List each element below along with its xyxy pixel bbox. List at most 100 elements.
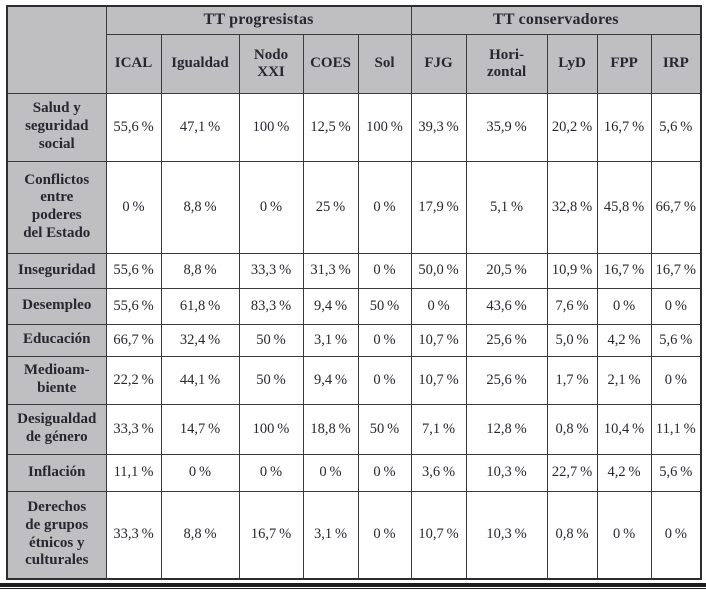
- data-cell: 0 %: [238, 160, 304, 254]
- data-cell: 25,6 %: [465, 323, 548, 357]
- data-cell: 0 %: [357, 323, 412, 357]
- row-label: Derechos de grupos étnicos y culturales: [6, 490, 107, 580]
- data-cell: 3,6 %: [410, 453, 467, 492]
- data-cell: 66,7 %: [650, 160, 702, 254]
- column-header: LyD: [546, 33, 598, 94]
- column-header: Sol: [357, 33, 412, 94]
- table-row: Derechos de grupos étnicos y culturales 3…: [6, 490, 702, 580]
- column-header: IRP: [650, 33, 702, 94]
- data-cell: 10,3 %: [465, 453, 548, 492]
- data-cell: 5,0 %: [546, 323, 598, 357]
- data-cell: 61,8 %: [160, 287, 240, 325]
- data-cell: 20,5 %: [465, 252, 548, 289]
- data-cell: 1,7 %: [546, 355, 598, 405]
- data-cell: 0,8 %: [546, 490, 598, 580]
- data-cell: 5,6 %: [650, 453, 702, 492]
- data-cell: 32,8 %: [546, 160, 598, 254]
- bottom-rule-thin-line: [0, 588, 706, 589]
- data-cell: 0 %: [357, 252, 412, 289]
- column-header: Nodo XXI: [238, 33, 304, 94]
- table-row: Desigualdad de género 33,3 % 14,7 % 100 % 18…: [6, 403, 702, 455]
- data-cell: 7,6 %: [546, 287, 598, 325]
- data-cell: 33,3 %: [105, 490, 162, 580]
- column-header: Hori- zontal: [465, 33, 548, 94]
- data-cell: 39,3 %: [410, 92, 467, 162]
- data-cell: 8,8 %: [160, 252, 240, 289]
- data-cell: 100 %: [238, 92, 304, 162]
- column-header-row: ICAL Igualdad Nodo XXI COES Sol FJG Hori- zont…: [7, 33, 702, 94]
- table-row: Salud y seguridad social 55,6 % 47,1 % 100 …: [6, 92, 702, 162]
- data-cell: 9,4 %: [302, 287, 359, 325]
- data-cell: 20,2 %: [546, 92, 598, 162]
- data-cell: 31,3 %: [302, 252, 359, 289]
- data-cell: 5,6 %: [650, 92, 702, 162]
- data-cell: 18,8 %: [302, 403, 359, 455]
- data-cell: 22,7 %: [546, 453, 598, 492]
- data-cell: 55,6 %: [105, 252, 162, 289]
- data-cell: 10,3 %: [465, 490, 548, 580]
- data-cell: 4,2 %: [596, 323, 652, 357]
- data-cell: 50 %: [357, 403, 412, 455]
- data-cell: 33,3 %: [105, 403, 162, 455]
- data-cell: 50 %: [238, 355, 304, 405]
- data-cell: 0 %: [650, 355, 702, 405]
- table-body: Salud y seguridad social 55,6 % 47,1 % 100 …: [6, 92, 702, 580]
- data-cell: 5,6 %: [650, 323, 702, 357]
- row-label: Medioam- biente: [6, 355, 107, 405]
- data-cell: 66,7 %: [105, 323, 162, 357]
- data-cell: 10,9 %: [546, 252, 598, 289]
- group-header-progresistas: TT progresistas: [105, 5, 412, 35]
- data-cell: 100 %: [238, 403, 304, 455]
- data-cell: 12,8 %: [465, 403, 548, 455]
- data-cell: 0,8 %: [546, 403, 598, 455]
- row-label: Educación: [6, 323, 107, 357]
- row-label: Inflación: [6, 453, 107, 492]
- row-label: Desempleo: [6, 287, 107, 325]
- data-cell: 0 %: [650, 490, 702, 580]
- data-cell: 55,6 %: [105, 287, 162, 325]
- data-cell: 0 %: [596, 287, 652, 325]
- data-cell: 43,6 %: [465, 287, 548, 325]
- data-cell: 0 %: [302, 453, 359, 492]
- data-cell: 4,2 %: [596, 453, 652, 492]
- data-cell: 83,3 %: [238, 287, 304, 325]
- data-cell: 47,1 %: [160, 92, 240, 162]
- table-row: Inflación 11,1 % 0 % 0 % 0 % 0 % 3,6 % 10,3 % 22…: [6, 453, 702, 492]
- data-cell: 100 %: [357, 92, 412, 162]
- data-cell: 22,2 %: [105, 355, 162, 405]
- bottom-rule-thick-line: [0, 583, 706, 587]
- data-cell: 25 %: [302, 160, 359, 254]
- data-cell: 35,9 %: [465, 92, 548, 162]
- data-cell: 0 %: [357, 453, 412, 492]
- corner-cell: [6, 5, 107, 94]
- column-header: FJG: [410, 33, 467, 94]
- data-cell: 3,1 %: [302, 323, 359, 357]
- row-label: Conflictos entre poderes del Estado: [6, 160, 107, 254]
- row-label: Salud y seguridad social: [6, 92, 107, 162]
- data-cell: 16,7 %: [596, 252, 652, 289]
- data-cell: 0 %: [357, 160, 412, 254]
- column-header: COES: [302, 33, 359, 94]
- data-cell: 12,5 %: [302, 92, 359, 162]
- column-header: FPP: [596, 33, 652, 94]
- data-cell: 10,4 %: [596, 403, 652, 455]
- data-cell: 0 %: [410, 287, 467, 325]
- data-cell: 10,7 %: [410, 490, 467, 580]
- data-cell: 50,0 %: [410, 252, 467, 289]
- data-cell: 16,7 %: [238, 490, 304, 580]
- column-header: Igualdad: [160, 33, 240, 94]
- data-cell: 16,7 %: [596, 92, 652, 162]
- data-cell: 0 %: [357, 355, 412, 405]
- data-cell: 0 %: [238, 453, 304, 492]
- data-cell: 11,1 %: [650, 403, 702, 455]
- data-cell: 5,1 %: [465, 160, 548, 254]
- group-header-conservadores: TT conservadores: [410, 5, 702, 35]
- bottom-rule: [0, 583, 706, 589]
- data-cell: 14,7 %: [160, 403, 240, 455]
- data-cell: 3,1 %: [302, 490, 359, 580]
- data-cell: 2,1 %: [596, 355, 652, 405]
- column-header: ICAL: [105, 33, 162, 94]
- data-cell: 0 %: [650, 287, 702, 325]
- data-cell: 7,1 %: [410, 403, 467, 455]
